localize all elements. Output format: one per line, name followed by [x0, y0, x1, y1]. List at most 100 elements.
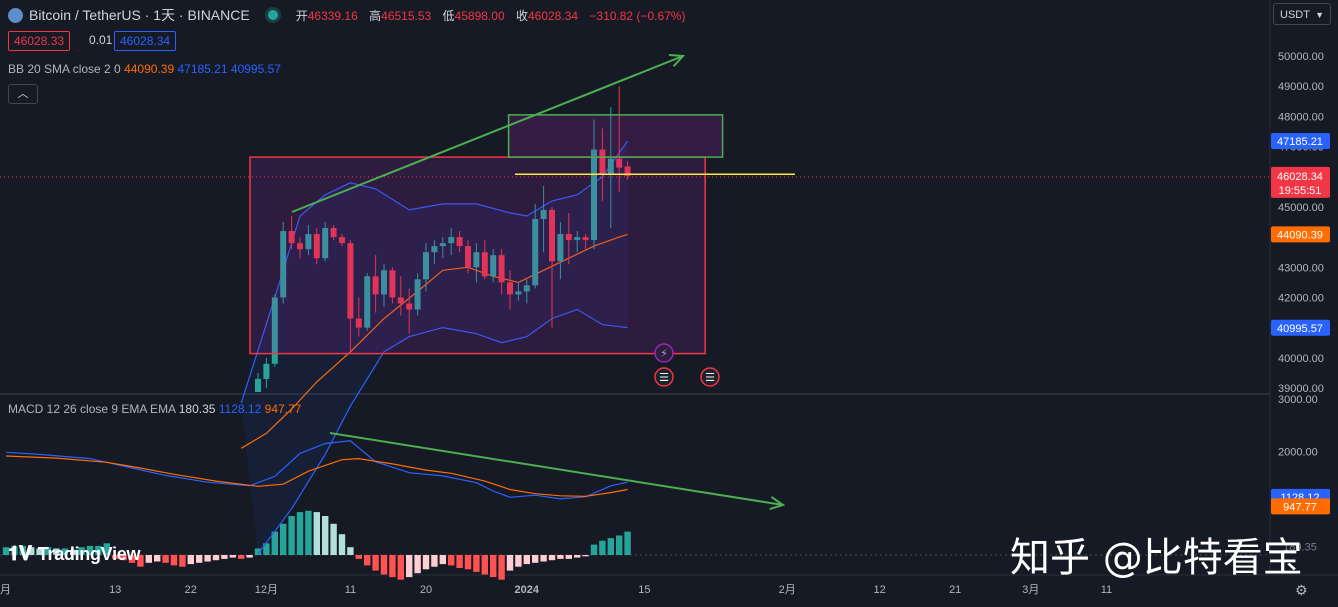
- candle[interactable]: [607, 107, 614, 229]
- candle[interactable]: [540, 185, 547, 253]
- tradingview-logo: 𝟏𝐕 TradingView: [8, 543, 140, 566]
- candle-body: [313, 234, 320, 259]
- candle[interactable]: [532, 203, 539, 289]
- candle[interactable]: [255, 372, 261, 412]
- candle[interactable]: [347, 240, 354, 352]
- macd-hist-bar: [212, 555, 220, 561]
- macd-hist-bar: [246, 555, 253, 558]
- macd-hist-value: 180.35: [178, 402, 216, 416]
- high-label: 高: [369, 8, 382, 23]
- candle-body: [557, 234, 564, 262]
- bitcoin-icon: [8, 7, 23, 23]
- candle-body: [549, 209, 555, 262]
- candle-body: [490, 255, 497, 277]
- sell-button[interactable]: 46028.33: [8, 31, 71, 51]
- candle[interactable]: [355, 297, 362, 337]
- candle[interactable]: [271, 294, 278, 367]
- collapse-indicators-button[interactable]: ︿: [8, 84, 38, 104]
- trend-arrow-up-head: [668, 54, 686, 68]
- macd-hist-bar: [406, 555, 413, 578]
- candle[interactable]: [490, 249, 497, 283]
- symbol-title[interactable]: Bitcoin / TetherUS · 1天 · BINANCE: [29, 7, 250, 23]
- candle-body: [397, 297, 404, 304]
- buy-button[interactable]: 46028.34: [114, 31, 177, 51]
- macd-hist-bar: [53, 548, 60, 555]
- macd-hist-bar: [19, 545, 26, 555]
- macd-legend[interactable]: MACD 12 26 close 9 EMA EMA 180.35 1128.1…: [8, 402, 301, 416]
- candle-body: [271, 297, 278, 364]
- candle[interactable]: [397, 276, 404, 316]
- candle[interactable]: [624, 161, 631, 180]
- candle[interactable]: [389, 267, 396, 304]
- candle-body: [389, 270, 396, 298]
- macd-hist-bar: [490, 555, 497, 578]
- range-box-red[interactable]: [249, 156, 706, 355]
- candle[interactable]: [591, 119, 597, 250]
- currency-select[interactable]: USDT ▼: [1273, 3, 1331, 25]
- candle[interactable]: [280, 221, 287, 304]
- candle-body: [481, 252, 488, 277]
- candle[interactable]: [372, 255, 379, 313]
- us-flag-event-icon[interactable]: ☰: [654, 367, 674, 387]
- candle[interactable]: [431, 240, 438, 265]
- macd-line: [5, 440, 628, 500]
- chevron-up-icon: ︿: [17, 88, 29, 100]
- macd-axis-label: 3000.00: [1278, 394, 1318, 406]
- candle[interactable]: [297, 237, 303, 259]
- candle[interactable]: [515, 282, 522, 301]
- trend-arrow-down[interactable]: [329, 432, 784, 506]
- candle-body: [280, 231, 287, 298]
- us-flag-event-icon[interactable]: ☰: [700, 367, 720, 387]
- candle-body: [448, 237, 455, 244]
- gear-icon[interactable]: ⚙: [1295, 582, 1308, 598]
- candle[interactable]: [448, 228, 455, 256]
- macd-hist-bar: [506, 555, 514, 571]
- candle[interactable]: [313, 228, 320, 265]
- candle[interactable]: [305, 225, 312, 256]
- candle[interactable]: [414, 273, 421, 316]
- candle[interactable]: [288, 215, 295, 250]
- candle-body: [582, 237, 589, 241]
- candle[interactable]: [498, 249, 505, 295]
- candle[interactable]: [481, 240, 488, 280]
- candle-body: [607, 158, 614, 174]
- macd-hist-bar: [95, 545, 102, 555]
- time-axis-label: 11: [345, 584, 356, 596]
- candle[interactable]: [423, 243, 429, 292]
- bb-legend[interactable]: BB 20 SMA close 2 0 44090.39 47185.21 40…: [8, 62, 281, 76]
- candle-body: [431, 246, 438, 253]
- candle[interactable]: [263, 357, 270, 388]
- candle[interactable]: [238, 418, 244, 445]
- candle[interactable]: [339, 234, 345, 247]
- candle[interactable]: [456, 231, 463, 253]
- close-value: 46028.34: [527, 8, 579, 23]
- macd-hist-bar: [305, 510, 312, 555]
- bb-fill: [241, 140, 628, 554]
- candle[interactable]: [599, 128, 606, 201]
- candle[interactable]: [330, 225, 337, 241]
- candle[interactable]: [549, 206, 555, 328]
- candle[interactable]: [465, 240, 471, 274]
- bb-basis-value: 44090.39: [124, 62, 175, 76]
- macd-hist-bar: [355, 555, 362, 559]
- candle[interactable]: [557, 221, 564, 280]
- time-axis-label: 2024: [515, 584, 540, 596]
- candle[interactable]: [574, 231, 581, 253]
- candle[interactable]: [565, 212, 572, 265]
- candle[interactable]: [406, 288, 413, 334]
- lightning-event-icon[interactable]: ⚡: [654, 343, 674, 363]
- candle[interactable]: [364, 273, 371, 331]
- candle[interactable]: [439, 237, 446, 259]
- candle[interactable]: [523, 279, 530, 304]
- trend-arrow-up[interactable]: [291, 55, 684, 213]
- candle[interactable]: [507, 270, 513, 310]
- candle[interactable]: [473, 243, 480, 283]
- macd-hist-bar: [431, 555, 438, 567]
- candle[interactable]: [582, 234, 589, 250]
- range-box-green[interactable]: [507, 114, 724, 158]
- macd-hist-bar: [313, 512, 320, 555]
- candle[interactable]: [322, 221, 329, 262]
- change-value: −310.82 (−0.67%): [589, 8, 686, 23]
- candle[interactable]: [381, 264, 387, 307]
